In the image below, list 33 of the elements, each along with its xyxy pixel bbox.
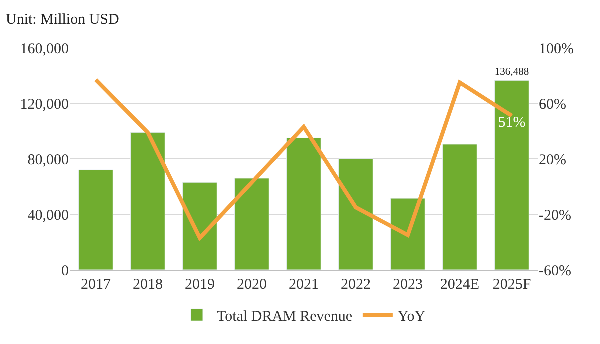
- bar: [130, 132, 166, 270]
- bar: [234, 178, 270, 270]
- x-tick-label: 2020: [237, 277, 267, 293]
- y2-tick-label: 60%: [539, 96, 566, 113]
- x-tick-label: 2022: [341, 277, 371, 293]
- x-tick-label: 2024E: [440, 277, 480, 293]
- bar: [338, 158, 374, 270]
- text: Unit: Million USD: [6, 12, 120, 28]
- y-tick-label: 160,000: [20, 41, 69, 58]
- x-tick-label: 2023: [393, 277, 423, 293]
- x-tick-label: 2017: [81, 277, 112, 293]
- y2-tick-label: 20%: [539, 152, 566, 168]
- x-tick-label: 2018: [133, 277, 163, 293]
- data-label: 136,488: [494, 66, 530, 78]
- legend-label: Total DRAM Revenue: [217, 308, 353, 325]
- x-tick-label: 2021: [289, 277, 319, 293]
- y-tick-label: 80,000: [28, 152, 69, 168]
- y-tick-label: 0: [62, 263, 69, 280]
- data-label: 51%: [498, 115, 526, 132]
- bar: [390, 198, 426, 270]
- y2-tick-label: -20%: [539, 208, 572, 224]
- bar: [78, 170, 114, 270]
- bar: [442, 144, 478, 270]
- y-tick-label: 120,000: [20, 96, 69, 113]
- y2-tick-label: -60%: [539, 263, 572, 280]
- bar: [286, 138, 322, 270]
- x-tick-label: 2019: [185, 277, 215, 293]
- legend-label: YoY: [398, 308, 426, 325]
- y-tick-label: 40,000: [28, 208, 69, 224]
- x-tick-label: 2025F: [492, 277, 532, 293]
- bar: [494, 80, 530, 270]
- y2-tick-label: 100%: [539, 41, 574, 58]
- bar: [182, 182, 218, 270]
